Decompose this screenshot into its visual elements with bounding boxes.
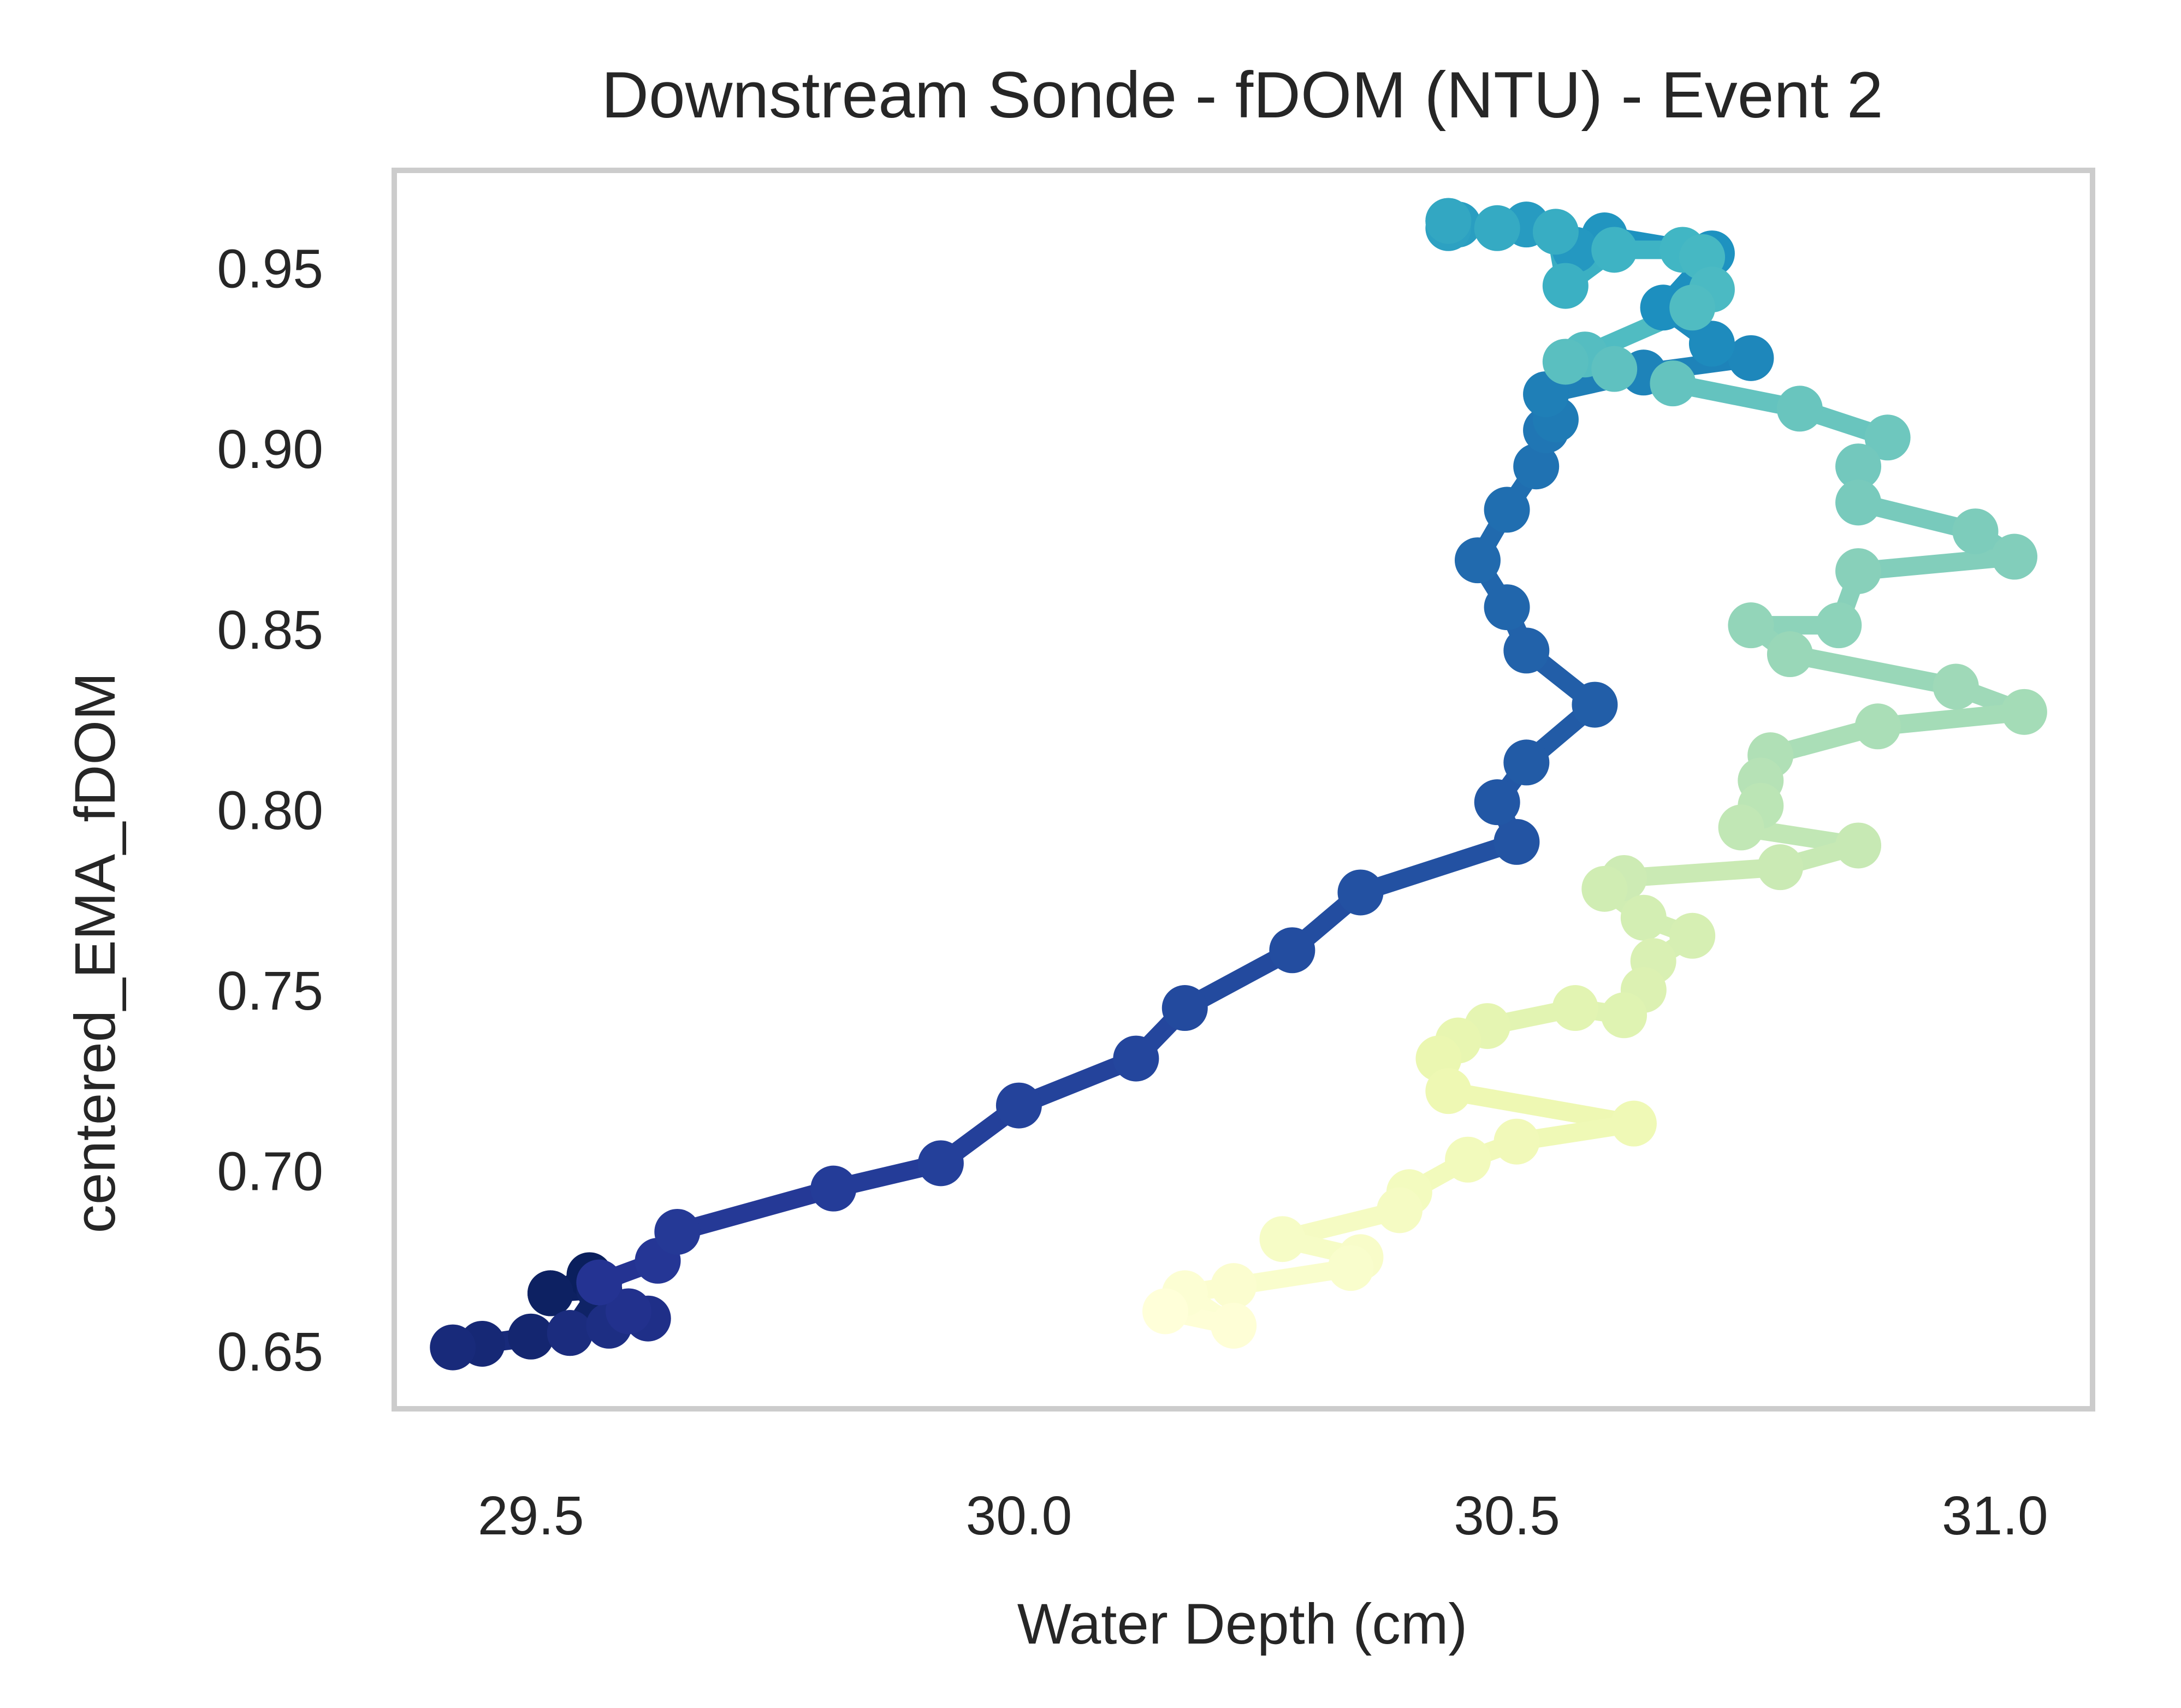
data-point: [1591, 227, 1638, 273]
data-point: [1688, 321, 1735, 367]
data-point: [1835, 443, 1882, 490]
series-line-segment: [1868, 702, 2034, 736]
data-point: [1474, 779, 1520, 826]
data-point: [995, 1082, 1042, 1129]
data-point: [1493, 1118, 1540, 1165]
data-point: [1601, 992, 1647, 1039]
data-point: [1503, 739, 1550, 786]
y-tick-label: 0.80: [217, 780, 323, 841]
data-point: [1610, 1100, 1657, 1147]
y-tick-label: 0.90: [217, 419, 323, 480]
data-point: [810, 1165, 857, 1212]
data-point: [1425, 1068, 1472, 1114]
data-point: [1484, 584, 1530, 631]
data-point: [1161, 985, 1208, 1031]
data-point: [1142, 1288, 1189, 1335]
series-layer: [430, 198, 2047, 1371]
data-point: [547, 1310, 593, 1356]
data-point: [1513, 443, 1560, 490]
data-point: [576, 1259, 623, 1306]
data-point: [1474, 205, 1520, 251]
y-tick-label: 0.70: [217, 1141, 323, 1202]
y-tick-labels: 0.65 0.70 0.75 0.80 0.85 0.90 0.95: [217, 239, 323, 1383]
x-tick-label: 30.5: [1454, 1485, 1560, 1546]
x-axis-label: Water Depth (cm): [1017, 1592, 1468, 1656]
data-point: [1269, 927, 1315, 974]
data-point: [1757, 844, 1804, 891]
data-point: [1650, 360, 1696, 407]
y-tick-label: 0.65: [217, 1321, 323, 1383]
data-point: [1952, 508, 1999, 555]
x-tick-label: 29.5: [478, 1485, 584, 1546]
data-point: [1835, 548, 1882, 594]
data-point: [1211, 1263, 1257, 1309]
data-point: [1532, 209, 1579, 255]
data-point: [1669, 912, 1716, 959]
y-tick-label: 0.95: [217, 239, 323, 300]
data-point: [1816, 602, 1862, 649]
chart-title: Downstream Sonde - fDOM (NTU) - Event 2: [601, 58, 1883, 132]
data-point: [1767, 631, 1813, 678]
data-point: [1669, 284, 1716, 331]
data-point: [1503, 627, 1550, 674]
y-tick-label: 0.85: [217, 600, 323, 661]
data-point: [2001, 689, 2047, 735]
data-point: [1620, 894, 1667, 941]
data-point: [917, 1140, 964, 1187]
data-point: [1259, 1216, 1306, 1262]
series-line-segment: [668, 1179, 843, 1241]
data-point: [1864, 414, 1911, 461]
data-point: [1835, 479, 1882, 526]
y-tick-label: 0.75: [217, 960, 323, 1022]
data-point: [1113, 1035, 1159, 1082]
data-point: [1854, 703, 1901, 750]
data-point: [1327, 1245, 1374, 1291]
series-line-segment: [1849, 547, 2024, 580]
data-point: [1933, 663, 1979, 710]
data-point: [1542, 339, 1589, 385]
data-point: [430, 1324, 476, 1371]
data-point: [1542, 263, 1589, 309]
data-point: [654, 1209, 701, 1255]
series-line-segment: [1615, 858, 1790, 887]
data-point: [1835, 822, 1882, 869]
data-point: [1425, 198, 1472, 244]
data-point: [1776, 386, 1823, 432]
data-point: [1211, 1302, 1257, 1349]
series-line-segment: [1439, 1082, 1643, 1133]
data-point: [1376, 1187, 1423, 1233]
data-point: [1718, 804, 1764, 851]
data-point: [1992, 533, 2038, 580]
plot-frame: [392, 168, 2095, 1412]
x-tick-label: 30.0: [966, 1485, 1072, 1546]
data-point: [1591, 346, 1638, 392]
data-point: [508, 1313, 554, 1360]
data-point: [1581, 865, 1628, 912]
data-point: [1728, 335, 1774, 381]
data-point: [1445, 1136, 1491, 1183]
data-point: [1484, 487, 1530, 533]
data-point: [1572, 681, 1618, 728]
data-point: [1728, 602, 1774, 649]
data-point: [1493, 819, 1540, 865]
data-point: [1552, 985, 1598, 1031]
x-tick-label: 31.0: [1942, 1485, 2048, 1546]
series-line-segment: [1351, 832, 1526, 902]
data-point: [1337, 869, 1384, 916]
y-axis-label: centered_EMA_fDOM: [63, 672, 127, 1233]
x-tick-labels: 29.5 30.0 30.5 31.0: [478, 1485, 2048, 1546]
data-point: [605, 1288, 651, 1335]
data-point: [1454, 537, 1501, 584]
series-line-segment: [1780, 645, 1965, 696]
data-point: [527, 1270, 573, 1316]
